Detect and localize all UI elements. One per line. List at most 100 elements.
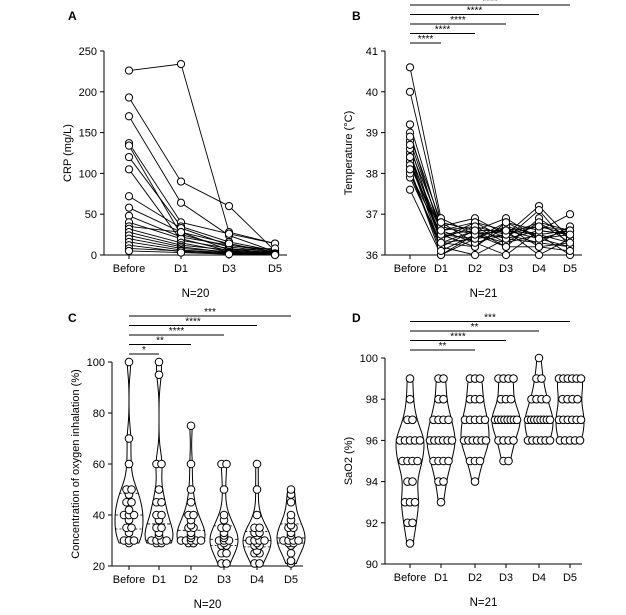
x-tick-label: D5: [563, 572, 577, 584]
data-point: [470, 250, 480, 260]
data-point: [475, 456, 485, 466]
data-point: [512, 415, 522, 425]
data-point: [124, 141, 134, 150]
data-point: [176, 248, 186, 257]
data-point: [501, 218, 511, 227]
data-point: [286, 510, 296, 520]
data-point: [534, 353, 544, 363]
panel-letter: D: [352, 311, 361, 325]
x-tick-label: D2: [468, 263, 482, 275]
data-point: [124, 192, 134, 201]
x-tick-label: D3: [217, 574, 231, 586]
data-point: [162, 536, 171, 545]
data-point: [444, 415, 453, 425]
y-tick-label: 36: [366, 250, 378, 262]
y-tick-label: 40: [93, 510, 105, 522]
significance-label: ****: [169, 326, 185, 337]
data-point: [534, 206, 544, 215]
data-point: [545, 436, 555, 445]
significance-label: ****: [435, 25, 451, 36]
data-point: [124, 505, 134, 515]
panel-d: D 90 92 94 96 98 100 Before D1 D2 D3 D4 D5 SaO2 (%) N=…: [343, 311, 586, 609]
x-tick-label: D3: [499, 263, 513, 275]
data-point: [224, 250, 234, 259]
data-point: [439, 374, 448, 383]
series-line: [128, 231, 276, 251]
data-point: [252, 485, 262, 494]
data-point: [186, 421, 196, 431]
data-point: [219, 510, 229, 520]
data-point: [481, 436, 491, 445]
data-point: [154, 370, 164, 380]
data-point: [222, 523, 231, 533]
x-tick-label: D3: [222, 263, 236, 275]
series-line: [128, 195, 276, 253]
x-tick-label: D5: [268, 263, 282, 275]
data-point: [565, 238, 575, 247]
y-tick-label: 50: [85, 209, 97, 221]
y-tick-label: 60: [93, 459, 105, 471]
significance-label: ****: [418, 34, 434, 45]
y-axis-label: CRP (mg/L): [62, 124, 74, 182]
data-point: [405, 152, 415, 162]
data-point: [405, 87, 415, 96]
data-point: [475, 394, 485, 404]
data-point: [124, 152, 134, 162]
y-tick-label: 38: [366, 168, 378, 180]
data-point: [124, 203, 134, 212]
significance-label: ****: [185, 317, 201, 328]
data-point: [405, 185, 415, 194]
data-point: [534, 234, 544, 243]
data-point: [534, 222, 544, 231]
data-point: [542, 394, 551, 404]
data-point: [252, 459, 262, 469]
data-point: [186, 497, 196, 507]
y-tick-label: 40: [366, 87, 378, 99]
data-point: [219, 485, 229, 494]
data-point: [470, 226, 480, 235]
y-tick-label: 250: [79, 46, 97, 58]
data-point: [408, 518, 417, 528]
significance-label: ***: [484, 313, 496, 324]
data-point: [255, 559, 264, 568]
data-point: [222, 548, 231, 558]
significance-label: ***: [204, 307, 216, 318]
data-point: [176, 59, 186, 69]
y-axis-label: SaO2 (%): [343, 437, 355, 485]
data-point: [501, 242, 511, 251]
series-line: [409, 136, 571, 256]
data-point: [224, 201, 234, 211]
data-point: [504, 456, 513, 466]
data-point: [189, 510, 198, 520]
data-point: [286, 548, 296, 558]
y-tick-label: 20: [93, 561, 105, 573]
sample-size-label: N=21: [470, 597, 498, 609]
series-line: [128, 156, 276, 252]
x-tick-label: D5: [284, 574, 298, 586]
data-point: [124, 93, 134, 102]
data-point: [405, 132, 415, 141]
data-point: [124, 434, 134, 443]
x-tick-label: D1: [174, 263, 188, 275]
data-point: [124, 66, 134, 75]
data-point: [260, 536, 269, 545]
data-point: [408, 477, 417, 486]
data-point: [186, 485, 196, 494]
significance-label: ****: [450, 332, 466, 343]
violin-shape: [460, 378, 490, 483]
data-point: [575, 436, 585, 445]
x-tick-label: D4: [532, 263, 546, 275]
y-tick-label: 94: [366, 477, 378, 489]
data-point: [447, 436, 457, 445]
data-point: [415, 436, 425, 445]
data-point: [255, 523, 264, 533]
data-point: [196, 536, 206, 545]
data-point: [286, 497, 296, 507]
y-tick-label: 150: [79, 128, 97, 140]
data-point: [252, 510, 262, 520]
data-point: [405, 140, 415, 149]
data-point: [222, 559, 231, 568]
data-point: [405, 63, 415, 72]
data-point: [565, 230, 575, 239]
